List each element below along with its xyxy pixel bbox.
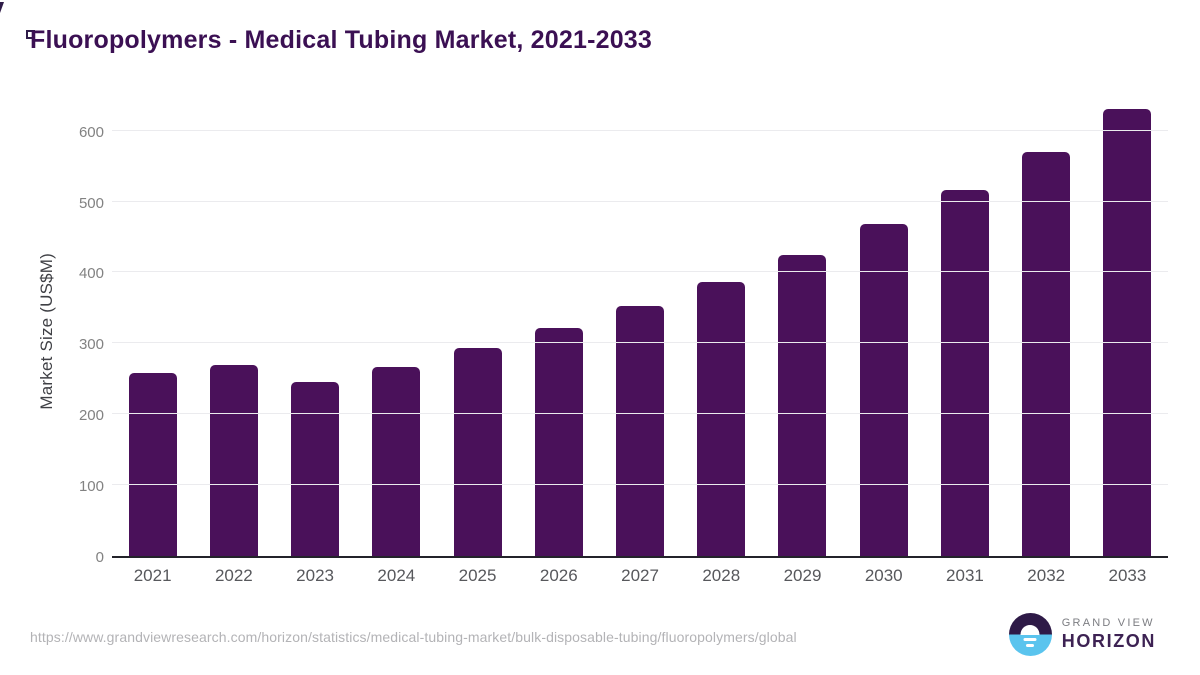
horizon-reflection-line [1026,644,1035,647]
bar-slot-2028 [681,105,762,556]
gridline-400 [112,271,1168,273]
x-axis-labels: 2021 2022 2023 2024 2025 2026 2027 2028 2029 2030… [112,566,1168,586]
logo-horizon-label: HORIZON [1061,631,1156,651]
bar-chart-plot-area [112,105,1168,558]
bar-2026 [534,328,583,556]
logo-grand-view-label: GRAND VIEW [1061,617,1155,629]
horizon-reflection-line [1023,638,1037,641]
bar-2024 [372,366,421,556]
bar-2028 [697,282,746,556]
bar-2029 [778,254,827,556]
bar-slot-2033 [1087,105,1168,556]
bar-slot-2032 [1006,105,1087,556]
gridline-500 [112,200,1168,202]
bar-slot-2029 [762,105,843,556]
horizon-sun-dome [1020,624,1040,635]
bar-2021 [128,373,177,556]
x-tick-label-2029: 2029 [783,566,822,585]
logo-text: GRAND VIEW HORIZON [1062,617,1156,652]
bar-slot-2027 [599,105,680,556]
y-tick-label-300: 300 [78,336,104,354]
source-url: https://www.grandviewresearch.com/horizo… [30,629,797,645]
x-tick-label-2026: 2026 [539,566,578,585]
bar-2025 [453,348,502,556]
y-tick-label-0: 0 [95,549,104,566]
footer: https://www.grandviewresearch.com/horizo… [0,609,1200,665]
bar-slot-2023 [274,105,355,556]
brand-logo: GRAND VIEW HORIZON [1008,613,1156,656]
bar-2022 [209,365,258,556]
gridline-200 [112,413,1168,415]
bar-slot-2026 [518,105,599,556]
y-tick-label-400: 400 [78,265,104,283]
gridline-600 [112,129,1168,131]
bar-slot-2021 [112,105,193,556]
gridline-100 [112,484,1168,486]
x-tick-label-2022: 2022 [214,566,253,585]
y-tick-label-500: 500 [78,194,104,212]
bar-2023 [291,382,340,556]
bar-slot-2025 [437,105,518,556]
bar-series [112,105,1168,556]
bar-slot-2030 [843,105,924,556]
horizon-sun-icon [1008,613,1052,656]
x-tick-label-2031: 2031 [946,566,984,585]
bar-slot-2031 [924,105,1005,556]
y-tick-label-600: 600 [78,123,104,141]
x-tick-label-2027: 2027 [621,566,659,585]
page-title: Fluoropolymers - Medical Tubing Market, … [30,26,653,54]
x-tick-label-2032: 2032 [1027,566,1066,585]
screen-artifact-square [26,30,35,39]
bar-2032 [1022,151,1071,556]
x-tick-label-2024: 2024 [377,566,416,585]
bar-slot-2024 [356,105,437,556]
bar-2030 [859,223,908,556]
screen-artifact-wedge [0,2,4,13]
bar-2027 [616,306,665,556]
bar-2033 [1103,108,1152,556]
bar-2031 [940,190,989,556]
x-tick-label-2033: 2033 [1108,566,1147,585]
y-tick-label-100: 100 [78,478,104,496]
y-tick-label-200: 200 [78,407,104,425]
x-tick-label-2028: 2028 [702,566,741,585]
x-tick-label-2025: 2025 [458,566,497,585]
x-tick-label-2023: 2023 [296,566,334,585]
gridline-300 [112,342,1168,344]
x-tick-label-2021: 2021 [133,566,172,585]
x-tick-label-2030: 2030 [864,566,903,585]
bar-slot-2022 [193,105,274,556]
